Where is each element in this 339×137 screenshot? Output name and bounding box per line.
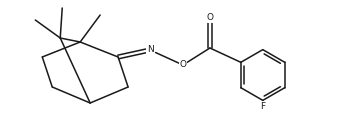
Text: F: F — [260, 102, 265, 111]
Text: O: O — [179, 61, 186, 69]
Text: N: N — [147, 45, 154, 55]
Text: O: O — [206, 14, 214, 22]
